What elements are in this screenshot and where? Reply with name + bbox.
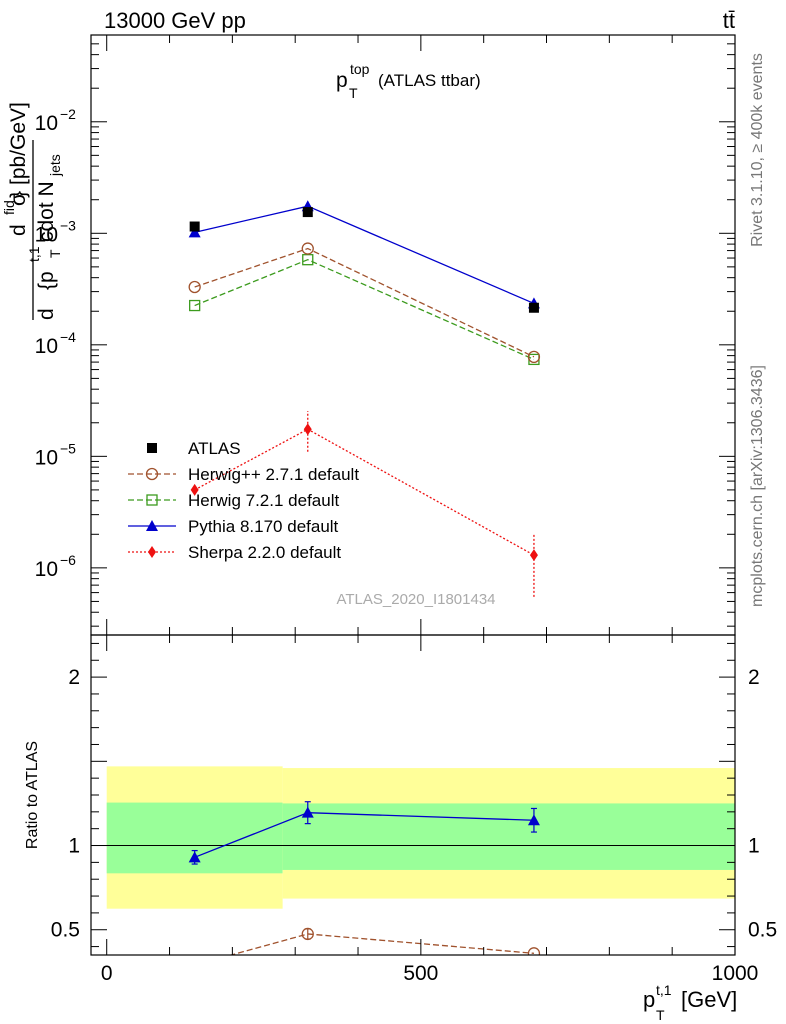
ylabel-den-sub2: jets [47, 154, 63, 177]
data-point [188, 226, 201, 238]
legend: ATLAS Herwig++ 2.7.1 default Herwig 7.2.1 … [128, 439, 359, 562]
x-tick-label: 1000 [712, 962, 759, 985]
x-tick-label: 500 [403, 962, 438, 985]
ratio-point [527, 947, 541, 955]
legend-item: ATLAS [147, 439, 241, 458]
ratio-point [527, 814, 540, 826]
ratio-point [301, 927, 314, 941]
legend-marker [147, 443, 157, 453]
legend-marker [148, 546, 156, 558]
series-line [194, 205, 535, 305]
data-point [301, 242, 314, 255]
y-tick-label-exponent: −4 [60, 329, 76, 345]
mcplots-label: mcplots.cern.ch [arXiv:1306.3436] [749, 365, 766, 607]
series-line [194, 258, 535, 360]
series-sherpa-2-2-0-default [190, 411, 538, 597]
legend-item: Herwig++ 2.7.1 default [128, 465, 359, 484]
legend-item: Sherpa 2.2.0 default [128, 543, 341, 562]
xlabel-sup: t,1 [656, 982, 672, 998]
ratio-y-tick-label-right: 1 [748, 835, 760, 858]
energy-label: 13000 GeV pp [104, 8, 246, 33]
legend-marker [146, 520, 158, 531]
legend-label: ATLAS [188, 439, 241, 458]
x-axis-label: p t,1 T [GeV] [643, 982, 737, 1023]
data-point [303, 423, 312, 436]
legend-item: Herwig 7.2.1 default [128, 491, 339, 510]
ratio-line [228, 933, 535, 955]
data-point [190, 483, 199, 496]
data-point [188, 280, 201, 294]
legend-label: Herwig 7.2.1 default [188, 491, 339, 510]
main-panel: 10−610−510−410−310−2 p top T (ATLAS ttba… [1, 34, 736, 636]
y-tick-label-exponent: −5 [60, 440, 76, 456]
ylabel-den-prefix: d [35, 308, 58, 320]
legend-marker [146, 494, 158, 506]
plot-title: p top T (ATLAS ttbar) [336, 61, 481, 101]
ylabel-num-d: d [7, 224, 30, 236]
ylabel-den-sub: T [47, 249, 63, 258]
ratio-y-tick-label: 0.5 [51, 919, 80, 942]
ratio-y-tick-label: 2 [68, 666, 80, 689]
process-label: tt̄ [723, 8, 735, 33]
x-tick-label: 0 [101, 962, 113, 985]
series-herwig-2-7-1-default [188, 242, 541, 364]
ratio-series-pythia-8-170-default [188, 801, 540, 865]
ylabel-den-sup: t,1 [26, 246, 42, 262]
title-sub: T [349, 85, 358, 101]
data-point [527, 350, 541, 364]
y-tick-label-exponent: −2 [60, 106, 76, 122]
y-tick-label: 10 [35, 223, 58, 246]
title-sup: top [350, 61, 370, 77]
analysis-id: ATLAS_2020_I1801434 [336, 591, 495, 608]
y-tick-label-exponent: −3 [60, 217, 76, 233]
data-point [189, 299, 201, 312]
series-pythia-8-170-default [188, 200, 540, 309]
legend-marker [145, 467, 159, 481]
ratio-ylabel: Ratio to ATLAS [24, 741, 41, 849]
ratio-point [188, 851, 201, 863]
y-tick-label: 10 [35, 558, 58, 581]
ratio-panel: 0.5 0.5 1 1 2 2 0 500 1000 Ratio to ATLAS p t,1… [24, 35, 777, 1023]
legend-label: Herwig++ 2.7.1 default [188, 465, 359, 484]
data-point [528, 302, 539, 313]
uncertainty-band-green [282, 803, 735, 870]
y-tick-label-exponent: −6 [60, 552, 76, 568]
xlabel-unit: [GeV] [681, 987, 737, 1012]
y-tick-label: 10 [35, 335, 58, 358]
data-point [189, 221, 200, 232]
ratio-y-tick-label: 1 [68, 835, 80, 858]
y-tick-label: 10 [35, 112, 58, 135]
ratio-point [189, 960, 200, 971]
title-main: p [336, 69, 348, 92]
legend-label: Sherpa 2.2.0 default [188, 543, 341, 562]
rivet-label: Rivet 3.1.10, ≥ 400k events [749, 53, 766, 247]
ylabel-den-body: {p [35, 271, 58, 290]
legend-label: Pythia 8.170 default [188, 517, 339, 536]
title-rest: (ATLAS ttbar) [378, 71, 481, 90]
ratio-point [301, 806, 314, 818]
y-axis-label: } [pb/GeV] d fid σ d {p t,1 T cdot N jet… [1, 102, 63, 320]
legend-item: Pythia 8.170 default [128, 517, 339, 536]
ylabel-unit: } [pb/GeV] [7, 102, 30, 198]
ratio-y-tick-label-right: 2 [748, 666, 760, 689]
series-line [194, 247, 535, 358]
y-tick-label: 10 [35, 446, 58, 469]
ylabel-den-mid: cdot N [35, 181, 58, 242]
ylabel-num-sigma: σ [7, 193, 30, 206]
xlabel-main: p [643, 987, 655, 1012]
ratio-series-herwig-2-7-1-default [189, 927, 541, 971]
ylabel-num-sup: fid [1, 200, 17, 215]
data-point [529, 549, 538, 562]
data-point [302, 207, 313, 218]
xlabel-sub: T [656, 1007, 665, 1023]
series-atlas [189, 207, 539, 313]
ratio-y-tick-label-right: 0.5 [748, 919, 777, 942]
